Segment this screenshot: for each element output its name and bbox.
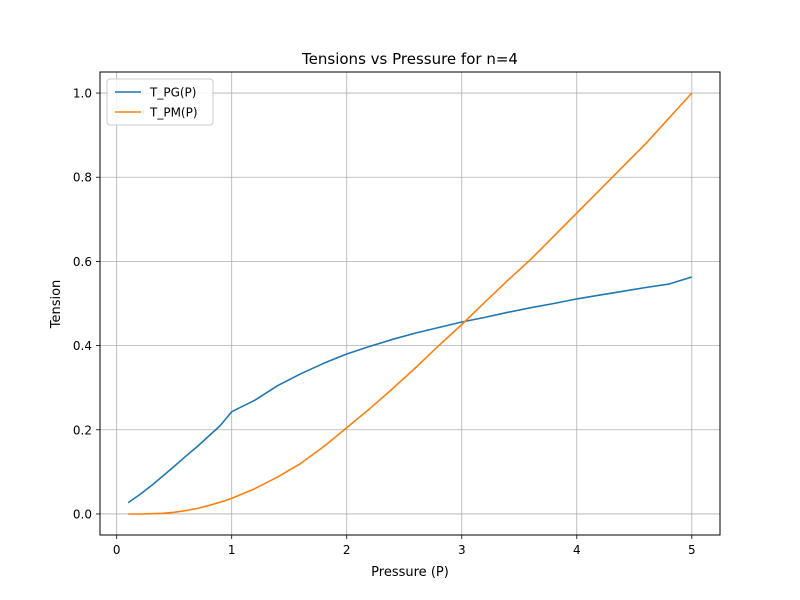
y-axis-label: Tension (49, 280, 64, 330)
legend-box (106, 78, 214, 126)
legend-label-2: T_PM(P) (149, 106, 198, 120)
legend: T_PG(P) T_PM(P) (106, 78, 214, 126)
y-tick-label: 0.0 (73, 507, 92, 521)
grid (100, 72, 720, 535)
y-tick-label: 0.8 (73, 171, 92, 185)
x-axis-label: Pressure (P) (371, 565, 449, 580)
chart-title: Tensions vs Pressure for n=4 (301, 50, 518, 68)
axes-frame (99, 71, 721, 536)
y-tick-label: 0.6 (73, 255, 92, 269)
x-tick-label: 1 (228, 543, 236, 557)
legend-label-1: T_PG(P) (149, 86, 196, 100)
series-line-2 (128, 92, 693, 515)
y-tick-label: 0.2 (73, 423, 92, 437)
x-tick-label: 3 (458, 543, 466, 557)
y-tick-label: 1.0 (73, 87, 92, 101)
plot-lines (127, 92, 693, 515)
x-tick-label: 5 (688, 543, 696, 557)
x-tick-label: 4 (573, 543, 581, 557)
y-tick-label: 0.4 (73, 339, 92, 353)
x-tick-label: 2 (343, 543, 351, 557)
ticks: 0 1 2 3 4 5 0.0 0.2 0.4 0.6 0.8 1.0 (73, 87, 696, 557)
x-tick-label: 0 (113, 543, 121, 557)
series-line-1 (127, 276, 693, 504)
